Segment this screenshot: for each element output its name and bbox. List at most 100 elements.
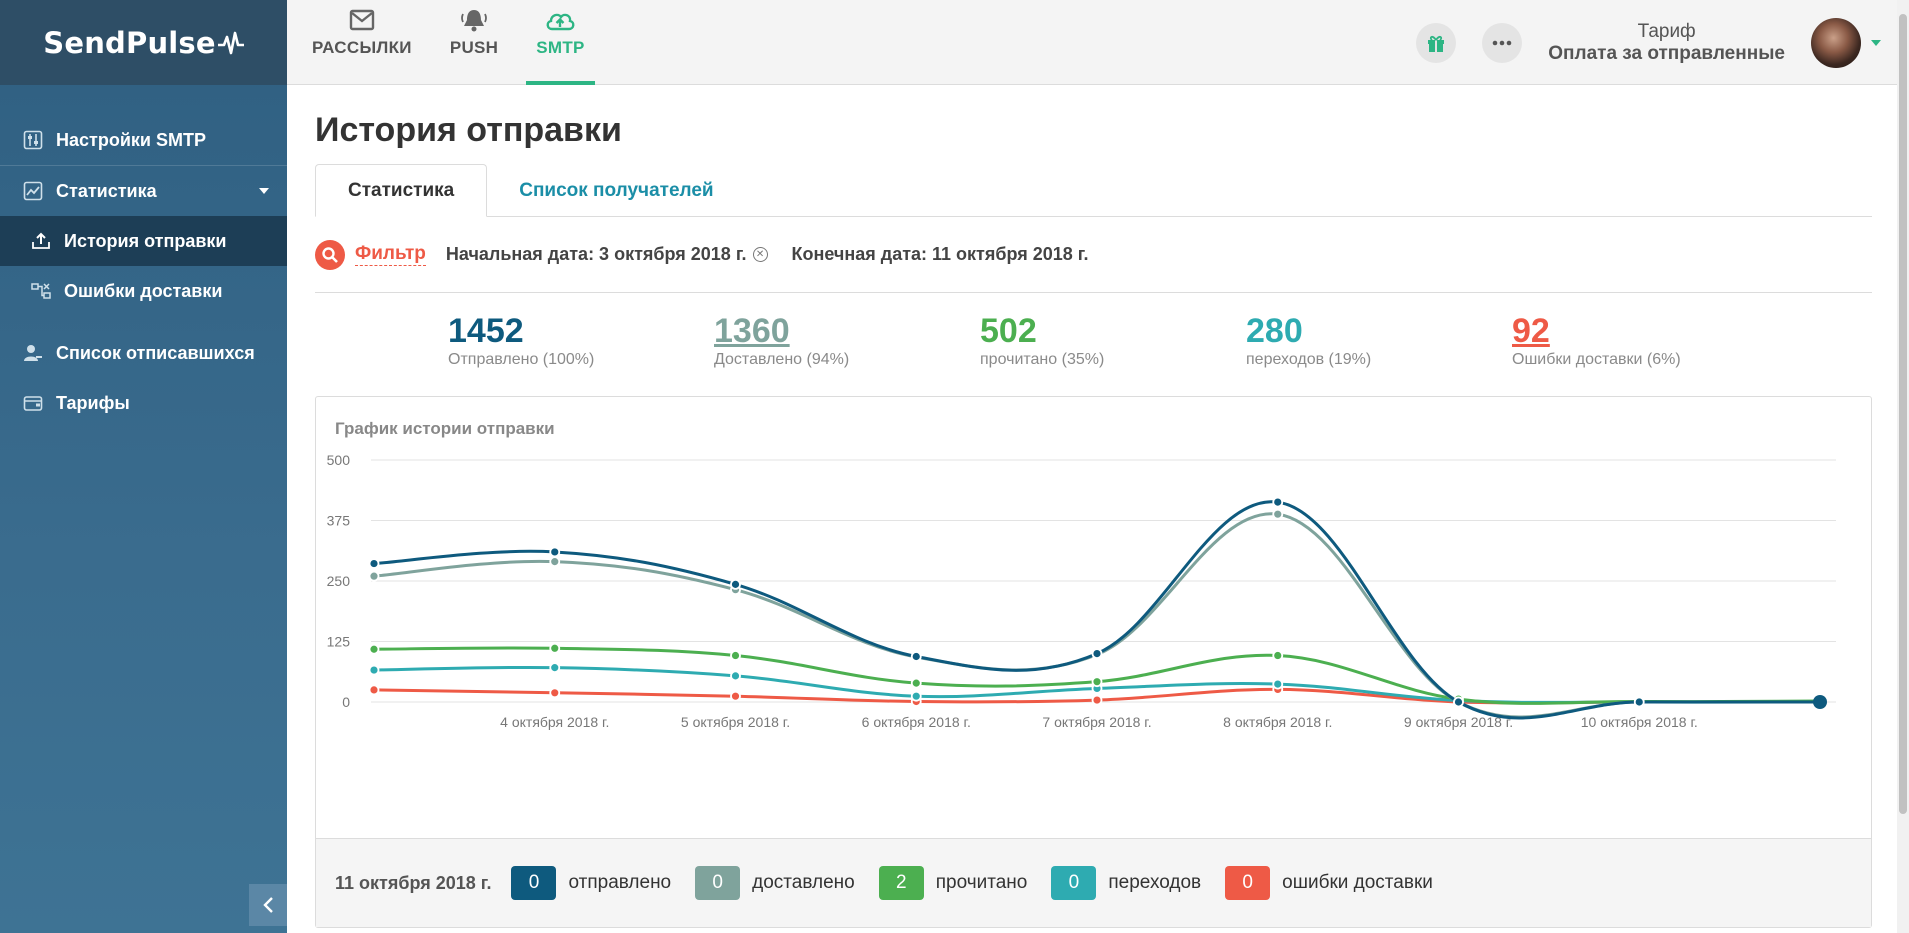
tariff-value: Оплата за отправленные — [1548, 42, 1785, 64]
tab-statistics[interactable]: Статистика — [315, 164, 488, 217]
stat-errors[interactable]: 92 Ошибки доставки (6%) — [1512, 313, 1778, 396]
stat-label: переходов (19%) — [1246, 351, 1372, 368]
data-point-delivered — [549, 556, 561, 568]
legend-label: отправлено — [568, 872, 672, 893]
data-point-errors — [368, 684, 380, 696]
top-bar: РАССЫЛКИ PUSH SMTP Тариф Оплата за отпра… — [287, 0, 1909, 85]
sidebar-nav: Настройки SMTP Статистика История отправ… — [0, 115, 287, 428]
avatar[interactable] — [1811, 17, 1861, 68]
x-tick-label: 5 октября 2018 г. — [681, 714, 790, 730]
tariff-label: Тариф — [1637, 20, 1696, 42]
data-point-errors — [549, 687, 561, 699]
sidebar-item-label: Ошибки доставки — [64, 280, 223, 301]
brand-name: SendPulse — [43, 25, 216, 60]
sidebar-item-smtp-settings[interactable]: Настройки SMTP — [0, 115, 287, 165]
legend-label: переходов — [1108, 872, 1202, 893]
pulse-icon — [217, 31, 244, 54]
chart-tooltip-footer: 11 октября 2018 г. 0 отправлено 0 доставле… — [316, 838, 1871, 927]
stat-value[interactable]: 1360 — [714, 312, 790, 350]
legend-delivered: 0 доставлено — [695, 866, 855, 900]
logo-bar: SendPulse — [0, 0, 287, 85]
settings-sliders-icon — [22, 129, 44, 151]
chart-title: График истории отправки — [335, 419, 555, 438]
mail-icon — [349, 9, 375, 31]
gift-button[interactable] — [1416, 22, 1457, 63]
stat-delivered[interactable]: 1360 Доставлено (94%) — [714, 313, 980, 396]
data-point-clicks — [1272, 678, 1284, 690]
sidebar-item-unsubscribed[interactable]: Список отписавшихся — [0, 328, 287, 378]
data-point-clicks — [549, 662, 561, 674]
data-point-clicks — [730, 670, 741, 682]
stat-clicks: 280 переходов (19%) — [1246, 313, 1512, 396]
stat-read: 502 прочитано (35%) — [980, 313, 1246, 396]
tab-label: PUSH — [449, 38, 499, 57]
legend-read: 2 прочитано — [878, 866, 1027, 900]
tab-smtp[interactable]: SMTP — [526, 0, 596, 85]
stat-label: Отправлено (100%) — [448, 351, 595, 368]
badge: 0 — [1051, 866, 1097, 900]
history-chart[interactable]: 0 125 250 375 500 4 октября 2018 г. 5 октября … — [316, 397, 1871, 837]
data-point-read — [730, 650, 741, 661]
tab-campaigns[interactable]: РАССЫЛКИ — [312, 0, 412, 85]
x-tick-label: 4 октября 2018 г. — [500, 714, 609, 730]
data-point-read — [368, 643, 380, 655]
legend-label: ошибки доставки — [1282, 872, 1433, 893]
data-point-read — [1272, 650, 1284, 661]
chart-icon — [22, 180, 44, 202]
brand-logo[interactable]: SendPulse — [43, 26, 244, 60]
y-tick-label: 250 — [327, 573, 351, 589]
spacer — [0, 316, 287, 328]
search-icon[interactable] — [315, 239, 345, 270]
upload-cloud-icon — [30, 230, 52, 252]
sidebar-item-delivery-errors[interactable]: Ошибки доставки — [0, 266, 287, 316]
data-point-sent — [730, 578, 741, 590]
badge: 0 — [1225, 866, 1271, 900]
scrollbar-thumb[interactable] — [1899, 14, 1907, 814]
sidebar: SendPulse Настройки SMTP Статистика — [0, 0, 287, 933]
stat-value[interactable]: 92 — [1512, 312, 1550, 350]
data-point-sent — [1272, 496, 1284, 508]
chevron-down-icon — [259, 188, 269, 194]
y-tick-label: 125 — [327, 634, 351, 650]
sidebar-item-label: Статистика — [56, 180, 157, 201]
footer-date: 11 октября 2018 г. — [335, 872, 492, 893]
tab-push[interactable]: PUSH — [450, 0, 498, 85]
main-content: История отправки Статистика Список получ… — [315, 85, 1872, 928]
tariff-info[interactable]: Тариф Оплата за отправленные — [1548, 21, 1785, 65]
stat-value: 502 — [980, 312, 1037, 350]
page-tabs: Статистика Список получателей — [315, 164, 1872, 217]
badge: 0 — [511, 866, 557, 900]
x-tick-label: 6 октября 2018 г. — [862, 714, 971, 730]
data-point-sent — [1091, 648, 1103, 660]
sidebar-item-send-history[interactable]: История отправки — [0, 216, 287, 266]
clear-date-icon[interactable]: ✕ — [752, 247, 768, 262]
collapse-sidebar-button[interactable] — [249, 884, 287, 926]
wallet-icon — [22, 392, 44, 414]
data-point-sent — [549, 546, 561, 558]
data-point-errors — [1091, 694, 1103, 706]
data-point-sent — [1633, 696, 1645, 708]
filter-link[interactable]: Фильтр — [355, 243, 426, 266]
legend-label: доставлено — [752, 872, 855, 893]
end-date: Конечная дата: 11 октября 2018 г. — [791, 244, 1089, 264]
tab-label: SMTP — [536, 38, 585, 57]
data-point-sent — [1453, 696, 1464, 708]
more-button[interactable] — [1482, 22, 1523, 63]
badge: 2 — [878, 866, 924, 900]
data-point-sent — [368, 558, 380, 569]
sidebar-item-tariffs[interactable]: Тарифы — [0, 378, 287, 428]
y-tick-label: 0 — [342, 694, 350, 710]
stat-value: 280 — [1246, 312, 1303, 350]
sidebar-item-statistics[interactable]: Статистика — [0, 166, 287, 216]
stat-value: 1452 — [448, 312, 524, 350]
tab-recipients[interactable]: Список получателей — [519, 179, 714, 201]
page-scrollbar[interactable] — [1897, 0, 1909, 933]
stats-summary: 1452 Отправлено (100%) 1360 Доставлено (… — [315, 293, 1872, 396]
product-tabs: РАССЫЛКИ PUSH SMTP — [312, 0, 623, 85]
sidebar-item-label: История отправки — [64, 230, 227, 251]
user-remove-icon — [22, 342, 44, 364]
y-tick-label: 375 — [327, 513, 351, 529]
chevron-down-icon[interactable] — [1871, 39, 1881, 46]
legend-errors: 0 ошибки доставки — [1225, 866, 1433, 900]
